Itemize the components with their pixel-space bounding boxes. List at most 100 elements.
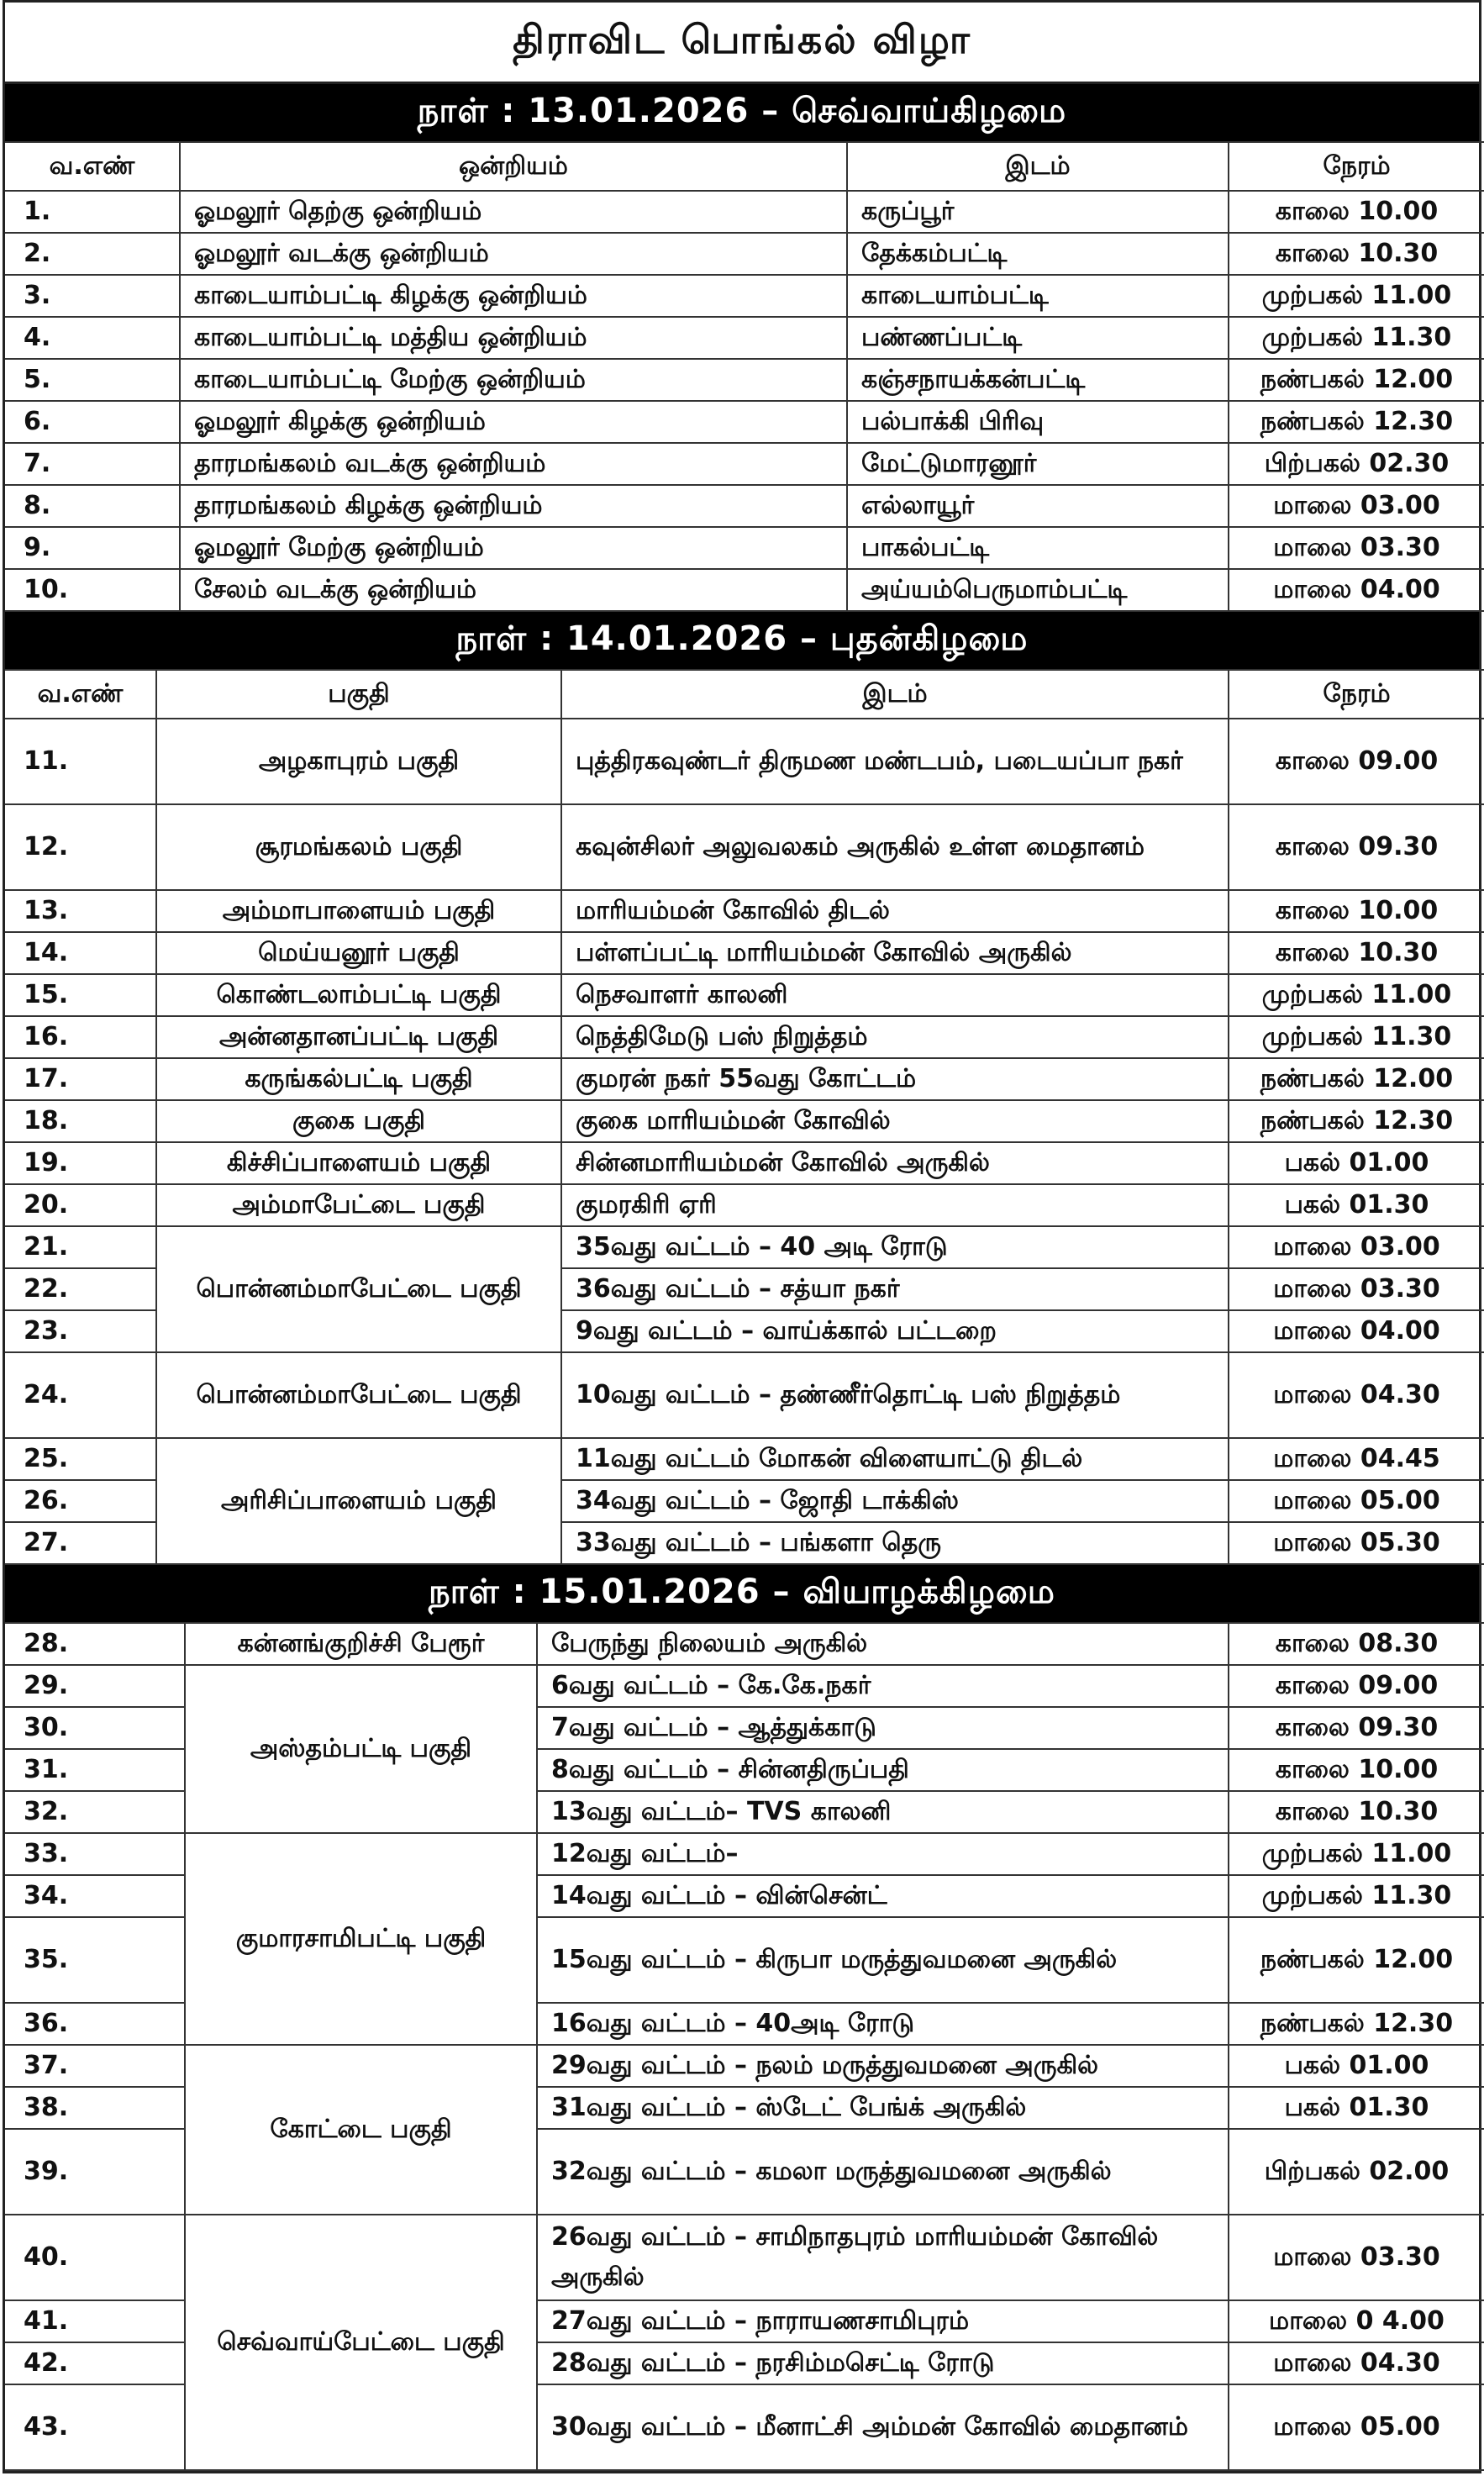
table-row: 7. தாரமங்கலம் வடக்கு ஒன்றியம் மேட்டுமாரனூர… — [5, 442, 1484, 486]
time: மாலை 05.30 — [1228, 1521, 1484, 1565]
serial-number: 23. — [5, 1309, 157, 1353]
serial-number: 40. — [5, 2214, 186, 2301]
area-name: பொன்னம்மாபேட்டை பகுதி — [155, 1225, 562, 1353]
time: பகல் 01.30 — [1228, 1183, 1484, 1227]
time: மாலை 04.00 — [1228, 568, 1484, 612]
place-header: இடம் — [560, 669, 1229, 719]
table-row: 1. ஓமலூர் தெற்கு ஒன்றியம் கருப்பூர் காலை 10… — [5, 190, 1484, 234]
schedule-sheet: திராவிட பொங்கல் விழா நாள் : 13.01.2026 –… — [3, 0, 1484, 2473]
table-row: 32. 13வது வட்டம்– TVS காலனி காலை 10.30 — [5, 1790, 1484, 1834]
venue: பள்ளப்பட்டி மாரியம்மன் கோவில் அருகில் — [560, 931, 1229, 975]
venue: 16வது வட்டம் – 40அடி ரோடு — [536, 2002, 1229, 2046]
venue: பண்ணப்பட்டி — [846, 316, 1229, 360]
venue: மேட்டுமாரனூர் — [846, 442, 1229, 486]
venue: நெத்திமேடு பஸ் நிறுத்தம் — [560, 1015, 1229, 1059]
time: பகல் 01.00 — [1228, 1141, 1484, 1185]
time: காலை 10.00 — [1228, 1748, 1484, 1792]
table-row: 9. ஓமலூர் மேற்கு ஒன்றியம் பாகல்பட்டி மாலை 0… — [5, 526, 1484, 570]
time: மாலை 0 4.00 — [1228, 2300, 1484, 2343]
table-row: 40. செவ்வாய்பேட்டை பகுதி 26வது வட்டம் – சா… — [5, 2214, 1484, 2471]
time: மாலை 03.30 — [1228, 1267, 1484, 1311]
venue: அய்யம்பெருமாம்பட்டி — [846, 568, 1229, 612]
venue: 26வது வட்டம் – சாமிநாதபுரம் மாரியம்மன் க… — [536, 2214, 1229, 2301]
table-row: 30. 7வது வட்டம் – ஆத்துக்காடு காலை 09.30 — [5, 1706, 1484, 1750]
time: பகல் 01.30 — [1228, 2086, 1484, 2130]
serial-number: 16. — [5, 1015, 157, 1059]
serial-number: 43. — [5, 2384, 186, 2471]
venue: குமரகிரி ஏரி — [560, 1183, 1229, 1227]
table-row: 25. அரிசிப்பாளையம் பகுதி 11வது வட்டம் மோகன… — [5, 1437, 1484, 1565]
table-row: 10. சேலம் வடக்கு ஒன்றியம் அய்யம்பெருமாம்பட… — [5, 568, 1484, 612]
time-header: நேரம் — [1228, 669, 1484, 719]
schedule-table: வ.எண் பகுதி இடம் நேரம் 11. அழகாபுரம் பகுதி புத… — [5, 669, 1484, 1565]
area-name: காடையாம்பட்டி மத்திய ஒன்றியம் — [179, 316, 848, 360]
serial-number: 10. — [5, 568, 181, 612]
time: காலை 08.30 — [1228, 1622, 1484, 1666]
time: காலை 09.00 — [1228, 1664, 1484, 1708]
table-row: 11. அழகாபுரம் பகுதி புத்திரகவுண்டர் திருமண… — [5, 718, 1484, 805]
table-row: 38. 31வது வட்டம் – ஸ்டேட் பேங்க் அருகில் ப… — [5, 2086, 1484, 2130]
venue: தேக்கம்பட்டி — [846, 232, 1229, 276]
table-row: 36. 16வது வட்டம் – 40அடி ரோடு நண்பகல் 12.3… — [5, 2002, 1484, 2046]
time: நண்பகல் 12.00 — [1228, 1057, 1484, 1101]
serial-number: 24. — [5, 1351, 157, 1439]
table-row: 13. அம்மாபாளையம் பகுதி மாரியம்மன் கோவில் த… — [5, 889, 1484, 933]
time: மாலை 04.30 — [1228, 1351, 1484, 1439]
table-row: 12. சூரமங்கலம் பகுதி கவுன்சிலர் அலுவலகம் அ… — [5, 803, 1484, 891]
area-name: ஓமலூர் வடக்கு ஒன்றியம் — [179, 232, 848, 276]
serial-number: 27. — [5, 1521, 157, 1565]
venue: 35வது வட்டம் – 40 அடி ரோடு — [560, 1225, 1229, 1269]
time: மாலை 03.00 — [1228, 484, 1484, 528]
table-row: 21. பொன்னம்மாபேட்டை பகுதி 35வது வட்டம் – 4… — [5, 1225, 1484, 1353]
table-row: 8. தாரமங்கலம் கிழக்கு ஒன்றியம் எல்லாயூர் மா… — [5, 484, 1484, 528]
venue: எல்லாயூர் — [846, 484, 1229, 528]
time: முற்பகல் 11.30 — [1228, 316, 1484, 360]
table-row: 34. 14வது வட்டம் – வின்சென்ட் முற்பகல் 11.… — [5, 1874, 1484, 1918]
venue: மாரியம்மன் கோவில் திடல் — [560, 889, 1229, 933]
serial-number: 4. — [5, 316, 181, 360]
serial-number: 37. — [5, 2044, 186, 2088]
serial-number: 3. — [5, 274, 181, 318]
venue: 6வது வட்டம் – கே.கே.நகர் — [536, 1664, 1229, 1708]
time: பிற்பகல் 02.00 — [1228, 2128, 1484, 2215]
table-row: 28. கன்னங்குறிச்சி பேரூர் பேருந்து நிலையம்… — [5, 1622, 1484, 1666]
venue: குமரன் நகர் 55வது கோட்டம் — [560, 1057, 1229, 1101]
time: முற்பகல் 11.30 — [1228, 1015, 1484, 1059]
venue: புத்திரகவுண்டர் திருமண மண்டபம், படையப்பா… — [560, 718, 1229, 805]
area-name: சூரமங்கலம் பகுதி — [155, 803, 562, 891]
table-row: 18. குகை பகுதி குகை மாரியம்மன் கோவில் நண்பக… — [5, 1099, 1484, 1143]
area-name: குமாரசாமிபட்டி பகுதி — [184, 1832, 538, 2046]
schedule-table: 28. கன்னங்குறிச்சி பேரூர் பேருந்து நிலையம்… — [5, 1622, 1484, 2471]
venue: பல்பாக்கி பிரிவு — [846, 400, 1229, 444]
time: மாலை 05.00 — [1228, 2384, 1484, 2471]
time: நண்பகல் 12.30 — [1228, 2002, 1484, 2046]
area-name: மெய்யனூர் பகுதி — [155, 931, 562, 975]
table-row: 26. 34வது வட்டம் – ஜோதி டாக்கிஸ் மாலை 05.0… — [5, 1479, 1484, 1523]
area-name: கருங்கல்பட்டி பகுதி — [155, 1057, 562, 1101]
table-row: 14. மெய்யனூர் பகுதி பள்ளப்பட்டி மாரியம்மன்… — [5, 931, 1484, 975]
table-row: 3. காடையாம்பட்டி கிழக்கு ஒன்றியம் காடையாம்… — [5, 274, 1484, 318]
serial-number: 11. — [5, 718, 157, 805]
table-row: 24. பொன்னம்மாபேட்டை பகுதி 10வது வட்டம் – த… — [5, 1351, 1484, 1439]
venue: 32வது வட்டம் – கமலா மருத்துவமனை அருகில் — [536, 2128, 1229, 2215]
venue: கவுன்சிலர் அலுவலகம் அருகில் உள்ள மைதானம் — [560, 803, 1229, 891]
area-name: சேலம் வடக்கு ஒன்றியம் — [179, 568, 848, 612]
venue: குகை மாரியம்மன் கோவில் — [560, 1099, 1229, 1143]
area-name: தாரமங்கலம் வடக்கு ஒன்றியம் — [179, 442, 848, 486]
time: நண்பகல் 12.00 — [1228, 1916, 1484, 2004]
schedule-table: வ.எண் ஒன்றியம் இடம் நேரம் 1. ஓமலூர் தெற்கு ஒன… — [5, 141, 1484, 612]
serial-number: 36. — [5, 2002, 186, 2046]
table-row: 22. 36வது வட்டம் – சத்யா நகர் மாலை 03.30 — [5, 1267, 1484, 1311]
serial-number: 42. — [5, 2342, 186, 2385]
table-row: 42. 28வது வட்டம் – நரசிம்மசெட்டி ரோடு மாலை… — [5, 2342, 1484, 2385]
venue: 7வது வட்டம் – ஆத்துக்காடு — [536, 1706, 1229, 1750]
serial-number: 19. — [5, 1141, 157, 1185]
venue: 14வது வட்டம் – வின்சென்ட் — [536, 1874, 1229, 1918]
time: முற்பகல் 11.00 — [1228, 274, 1484, 318]
serial-number: 22. — [5, 1267, 157, 1311]
serial-number: 41. — [5, 2300, 186, 2343]
serial-number: 9. — [5, 526, 181, 570]
time: நண்பகல் 12.00 — [1228, 358, 1484, 402]
time: காலை 10.30 — [1228, 1790, 1484, 1834]
time: காலை 10.30 — [1228, 232, 1484, 276]
